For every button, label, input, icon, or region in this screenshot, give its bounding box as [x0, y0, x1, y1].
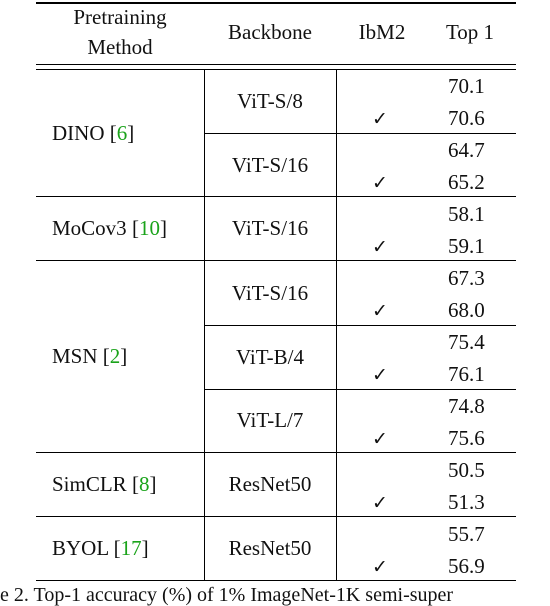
method-msn: MSN [2]: [52, 344, 128, 368]
header-rule-1: [36, 64, 516, 65]
citation-link[interactable]: 2: [109, 344, 121, 368]
top1-value: 55.7: [448, 522, 485, 546]
subgroup-rule: [204, 133, 516, 134]
table-caption: e 2. Top-1 accuracy (%) of 1% ImageNet-1…: [0, 584, 454, 606]
top1-value: 74.8: [448, 394, 485, 418]
group-rule: [36, 196, 516, 197]
check-mark-icon: ✓: [372, 300, 388, 322]
backbone-cell: ViT-B/4: [236, 345, 304, 369]
check-mark-icon: ✓: [372, 428, 388, 450]
top1-value: 51.3: [448, 490, 485, 514]
method-name: BYOL: [52, 536, 109, 560]
top1-value: 65.2: [448, 170, 485, 194]
top1-value: 68.0: [448, 298, 485, 322]
subgroup-rule: [204, 389, 516, 390]
citation-link[interactable]: 17: [120, 536, 142, 560]
method-simclr: SimCLR [8]: [52, 472, 157, 496]
top1-value: 70.1: [448, 74, 485, 98]
top1-value: 56.9: [448, 554, 485, 578]
group-rule: [36, 516, 516, 517]
results-table: Pretraining Method Backbone IbM2 Top 1 D…: [36, 0, 516, 581]
check-mark-icon: ✓: [372, 172, 388, 194]
top1-value: 50.5: [448, 458, 485, 482]
backbone-cell: ViT-S/16: [231, 281, 309, 305]
group-rule: [36, 452, 516, 453]
top1-value: 76.1: [448, 362, 485, 386]
check-mark-icon: ✓: [372, 364, 388, 386]
method-name: MoCov3: [52, 216, 127, 240]
method-dino: DINO [6]: [52, 121, 135, 145]
check-mark-icon: ✓: [372, 492, 388, 514]
backbone-cell: ResNet50: [228, 536, 312, 560]
backbone-cell: ViT-L/7: [236, 408, 304, 432]
top-rule: [36, 2, 516, 4]
backbone-cell: ResNet50: [228, 472, 312, 496]
backbone-cell: ViT-S/8: [237, 89, 303, 113]
check-mark-icon: ✓: [372, 556, 388, 578]
top1-value: 58.1: [448, 202, 485, 226]
group-rule: [36, 260, 516, 261]
top1-value: 70.6: [448, 106, 485, 130]
bottom-rule: [36, 580, 516, 581]
top1-value: 75.6: [448, 426, 485, 450]
citation-link[interactable]: 6: [116, 121, 128, 145]
citation-link[interactable]: 8: [138, 472, 150, 496]
backbone-cell: ViT-S/16: [231, 153, 309, 177]
top1-value: 75.4: [448, 330, 485, 354]
method-name: DINO: [52, 121, 105, 145]
top1-value: 67.3: [448, 266, 485, 290]
top1-value: 64.7: [448, 138, 485, 162]
backbone-cell: ViT-S/16: [231, 216, 309, 240]
method-mocov3: MoCov3 [10]: [52, 216, 167, 240]
method-byol: BYOL [17]: [52, 536, 149, 560]
method-name: MSN: [52, 344, 98, 368]
header-method-line1: Pretraining: [73, 5, 167, 29]
header-rule-2: [36, 69, 516, 70]
check-mark-icon: ✓: [372, 108, 388, 130]
header-ibm2: IbM2: [358, 20, 406, 44]
header-top1: Top 1: [445, 20, 495, 44]
header-backbone: Backbone: [228, 20, 312, 44]
method-name: SimCLR: [52, 472, 127, 496]
header-method-line2: Method: [87, 35, 153, 59]
check-mark-icon: ✓: [372, 236, 388, 258]
subgroup-rule: [204, 325, 516, 326]
top1-value: 59.1: [448, 234, 485, 258]
citation-link[interactable]: 10: [138, 216, 160, 240]
